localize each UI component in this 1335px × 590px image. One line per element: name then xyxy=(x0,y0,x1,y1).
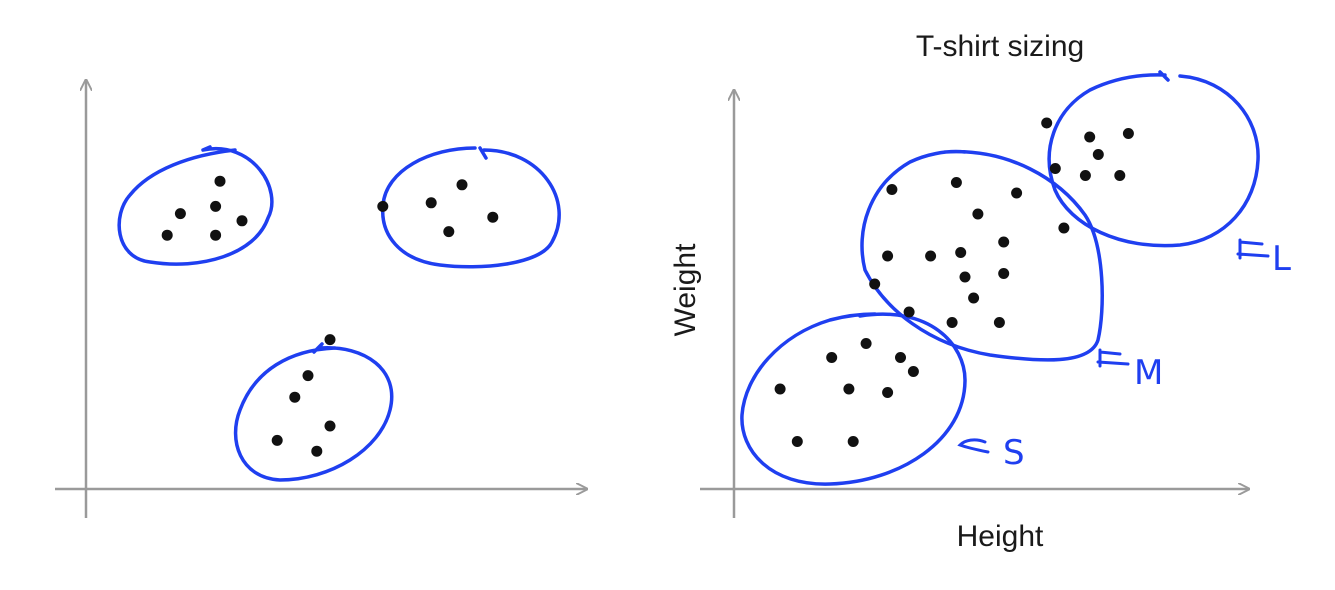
cluster-outline-s xyxy=(740,312,967,486)
right-point-s-7 xyxy=(791,436,803,447)
right-point-m-1 xyxy=(950,177,962,188)
right-point-l-3 xyxy=(1092,149,1104,160)
right-point-s-2 xyxy=(860,338,872,349)
left-chart xyxy=(55,80,587,518)
cluster-outline-m xyxy=(860,149,1104,362)
left-point-5 xyxy=(210,229,222,241)
right-point-s-1 xyxy=(826,352,838,363)
left-point-8 xyxy=(456,179,468,191)
right-point-l-6 xyxy=(1114,170,1126,181)
left-point-1 xyxy=(174,208,186,220)
right-point-s-8 xyxy=(847,436,859,447)
cluster-outline-3 xyxy=(233,342,394,482)
right-point-s-6 xyxy=(882,387,894,398)
right-point-m-7 xyxy=(959,271,971,283)
y-axis-label: Weight xyxy=(669,243,702,336)
right-chart: T-shirt sizing Height Weight S M L xyxy=(669,30,1291,553)
left-point-9 xyxy=(487,211,499,223)
left-points xyxy=(161,175,499,457)
cluster-outline-l xyxy=(1047,70,1260,248)
right-point-l-7 xyxy=(1011,187,1023,199)
right-point-m-11 xyxy=(903,306,915,318)
right-point-l-8 xyxy=(1058,222,1070,234)
right-points xyxy=(774,117,1134,447)
svg-text:M: M xyxy=(1134,353,1163,393)
cluster-outline-2 xyxy=(381,146,561,269)
svg-text:S: S xyxy=(1003,433,1025,473)
right-point-m-3 xyxy=(882,250,894,262)
right-point-l-1 xyxy=(1084,131,1096,143)
left-point-4 xyxy=(236,215,248,227)
left-point-13 xyxy=(289,391,301,403)
right-point-m-12 xyxy=(946,317,958,328)
right-point-s-5 xyxy=(843,383,855,395)
right-point-l-5 xyxy=(1079,170,1091,181)
left-point-16 xyxy=(271,434,283,446)
right-point-m-4 xyxy=(925,250,937,262)
x-axis-label: Height xyxy=(957,520,1044,553)
right-point-m-0 xyxy=(886,184,898,195)
left-point-10 xyxy=(443,226,455,238)
left-point-12 xyxy=(324,334,336,346)
left-point-11 xyxy=(302,370,314,382)
right-point-s-4 xyxy=(907,366,919,377)
label-l: L xyxy=(1236,238,1291,279)
right-point-s-3 xyxy=(895,352,906,363)
right-point-l-0 xyxy=(1041,117,1053,129)
svg-text:L: L xyxy=(1272,239,1291,279)
right-point-m-8 xyxy=(998,268,1010,279)
cluster-outline-1 xyxy=(117,145,274,266)
right-point-m-13 xyxy=(993,317,1005,328)
left-point-3 xyxy=(210,200,222,212)
left-point-7 xyxy=(425,197,437,209)
left-point-0 xyxy=(161,229,173,241)
label-s: S xyxy=(957,433,1025,473)
left-point-2 xyxy=(214,175,226,187)
right-point-m-9 xyxy=(869,278,881,290)
right-point-m-10 xyxy=(968,292,980,304)
left-point-6 xyxy=(377,200,389,212)
right-point-l-2 xyxy=(1122,128,1134,139)
right-point-m-2 xyxy=(972,208,984,220)
right-point-l-4 xyxy=(1049,163,1061,174)
right-point-s-0 xyxy=(774,383,786,395)
label-m: M xyxy=(1096,348,1163,393)
right-point-m-5 xyxy=(955,247,967,258)
left-point-14 xyxy=(324,420,336,432)
right-point-m-6 xyxy=(998,236,1010,248)
chart-title: T-shirt sizing xyxy=(916,30,1084,63)
left-point-15 xyxy=(311,445,323,457)
